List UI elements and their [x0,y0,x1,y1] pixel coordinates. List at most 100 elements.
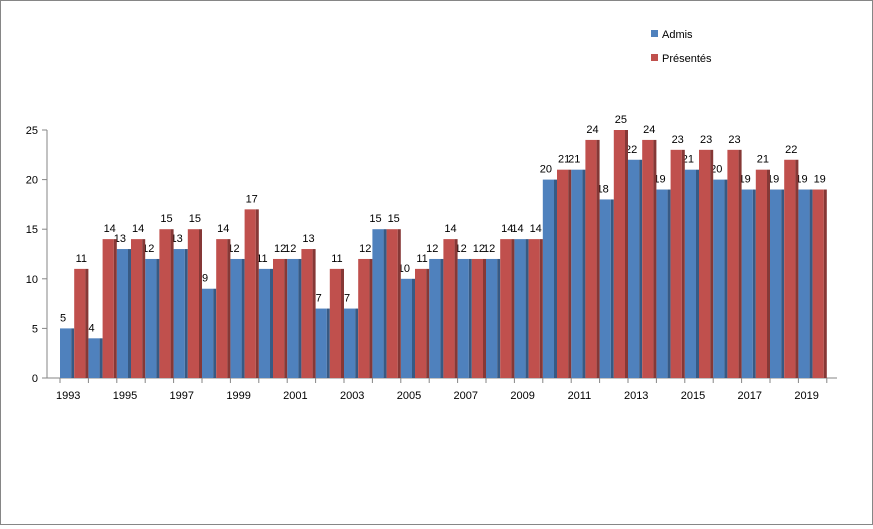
bar-side [539,239,543,378]
bar-side [468,258,472,378]
data-label: 14 [444,223,456,235]
bar-face [202,288,214,378]
bar-side [184,249,188,378]
bar-face [784,159,796,378]
data-label: 11 [76,253,87,265]
bar-admis-2015 [684,169,699,378]
legend-swatch-presentes [651,54,658,61]
bar-side [255,209,259,378]
bar-side [568,169,572,378]
bar-side [596,139,600,378]
bar-side [752,189,756,378]
data-label: 5 [60,312,66,324]
data-label: 24 [643,124,655,136]
y-tick-label: 0 [32,373,38,385]
bar-side [795,159,799,378]
bar-face [244,209,256,378]
bar-side [383,229,387,378]
data-label: 12 [284,243,296,255]
bar-side [525,239,529,378]
x-tick-label: 2013 [624,390,648,402]
data-label: 19 [653,174,665,186]
bar-admis-2005 [400,278,415,378]
x-tick-label: 2011 [568,390,592,402]
bar-side [71,328,75,378]
bar-prsents-2006 [443,239,458,378]
bar-prsents-1995 [131,239,146,378]
bar-face [102,239,114,378]
data-label: 11 [416,253,427,265]
bar-prsents-1993 [74,268,89,378]
bar-face [344,308,356,378]
bar-face [429,258,441,378]
bar-prsents-1999 [244,209,259,378]
data-label: 9 [202,273,208,285]
bar-prsents-2012 [613,130,628,378]
bar-prsents-2007 [471,258,486,378]
x-tick-label: 2015 [681,390,705,402]
bar-side [823,189,827,378]
data-label: 10 [398,263,410,275]
bar-face [500,239,512,378]
bar-admis-2016 [713,179,728,378]
data-label: 12 [359,243,371,255]
data-label: 22 [625,144,637,156]
bar-side [497,258,501,378]
bar-prsents-2003 [358,258,373,378]
bar-prsents-2013 [642,139,657,378]
bar-face [88,338,100,378]
bar-side [227,239,231,378]
data-label: 21 [568,154,580,166]
bar-face [457,258,469,378]
bar-face [628,159,640,378]
bar-face [599,199,611,378]
data-label: 20 [540,164,552,176]
data-label: 21 [757,154,769,166]
bar-side [724,179,728,378]
bar-side [625,130,628,378]
bar-admis-2013 [628,159,643,378]
bar-face [358,258,370,378]
bar-prsents-1998 [216,239,231,378]
x-tick-label: 2017 [738,390,762,402]
bar-face [258,268,270,378]
bar-side [341,268,344,378]
bar-side [113,239,117,378]
data-label: 13 [114,233,126,245]
data-label: 21 [682,154,694,166]
legend-item-admis: Admis [651,29,693,41]
bar-admis-2004 [372,229,387,378]
data-label: 7 [344,293,350,305]
bar-side [142,239,146,378]
bar-face [727,149,739,378]
bar-side [440,258,444,378]
bar-side [199,229,202,378]
data-label: 13 [171,233,183,245]
bar-face [514,239,526,378]
bar-face [528,239,540,378]
bar-prsents-2009 [528,239,543,378]
bar-face [273,258,285,378]
y-tick-label: 10 [26,274,38,286]
data-label: 22 [785,144,797,156]
bar-side [582,169,586,378]
bar-face [613,130,625,378]
data-label: 14 [104,223,116,235]
data-label: 12 [473,243,485,255]
data-label: 19 [814,174,826,186]
bar-face [173,249,185,378]
bar-admis-2017 [741,189,756,378]
bar-face [684,169,696,378]
bar-side [170,229,174,378]
bar-side [483,258,486,378]
bar-side [284,258,288,378]
bar-face [116,249,128,378]
x-tick-label: 1995 [113,390,137,402]
data-label: 23 [728,134,740,146]
bar-face [74,268,86,378]
legend-item-presentes: Présentés [651,53,712,65]
bar-face [216,239,228,378]
bar-face [145,258,157,378]
data-label: 12 [142,243,154,255]
